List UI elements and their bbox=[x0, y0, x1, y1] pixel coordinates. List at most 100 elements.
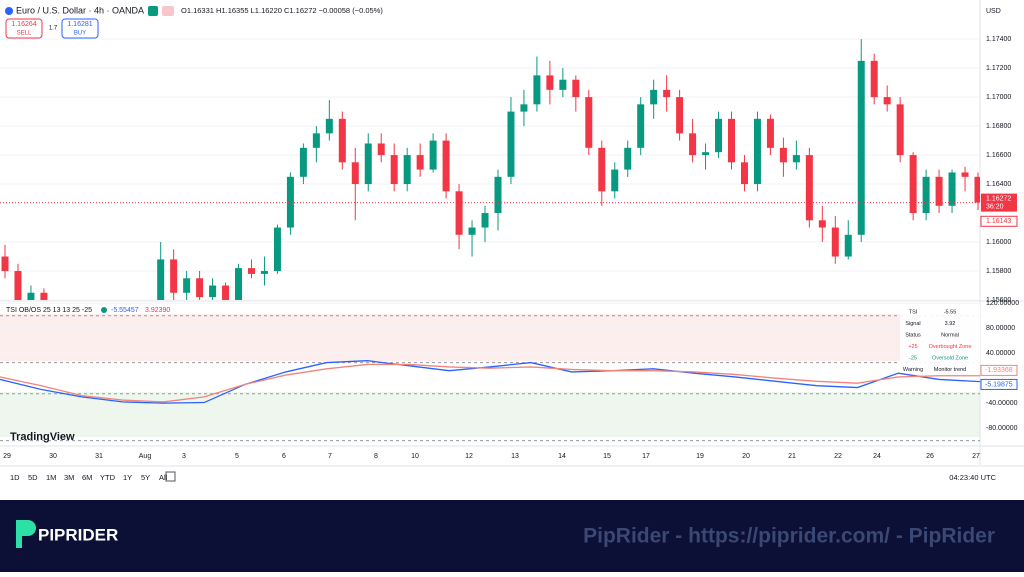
value-tag bbox=[980, 364, 1018, 376]
x-tick-label: 24 bbox=[873, 453, 881, 460]
candle-body bbox=[792, 155, 800, 163]
candle-body bbox=[40, 292, 48, 300]
x-tick-label: 27 bbox=[972, 453, 980, 460]
last-price: 1.16272 bbox=[986, 195, 1011, 202]
candle-body bbox=[416, 155, 424, 170]
watermark: TradingView bbox=[10, 431, 75, 443]
y-tick-label: 1.16000 bbox=[986, 239, 1011, 246]
table-cell: Oversold Zone bbox=[932, 355, 968, 361]
candle-body bbox=[766, 118, 774, 148]
candle-body bbox=[468, 227, 476, 235]
candle-body bbox=[14, 271, 22, 300]
range-button[interactable]: 1D bbox=[10, 473, 20, 482]
range-button[interactable]: 1M bbox=[46, 473, 56, 482]
y-tick-label: 80.00000 bbox=[986, 325, 1015, 332]
date-range-icon[interactable] bbox=[165, 471, 176, 482]
candle-body bbox=[364, 143, 372, 185]
range-button[interactable]: 1Y bbox=[123, 473, 132, 482]
candle-body bbox=[325, 118, 333, 134]
candle-body bbox=[170, 259, 178, 293]
banner-caption: PipRider - https://piprider.com/ - PipRi… bbox=[583, 525, 995, 548]
candle-body bbox=[312, 133, 320, 148]
indicator-line bbox=[0, 363, 980, 403]
indicator-line bbox=[0, 360, 980, 404]
candle-body bbox=[974, 176, 980, 203]
candle-body bbox=[922, 176, 930, 214]
candle-body bbox=[299, 147, 307, 177]
y-tick-label: 1.15800 bbox=[986, 268, 1011, 275]
table-cell: -5.55 bbox=[944, 309, 957, 315]
y-tick-label: 1.17000 bbox=[986, 94, 1011, 101]
buy-price: 1.16281 bbox=[67, 21, 92, 28]
candle-body bbox=[442, 140, 450, 192]
candle-body bbox=[533, 75, 541, 105]
candle-body bbox=[1, 256, 9, 272]
candle-body bbox=[663, 89, 671, 98]
symbol: Euro / U.S. Dollar · 4h · OANDA bbox=[16, 5, 144, 15]
candle-body bbox=[650, 89, 658, 105]
spread: 1.7 bbox=[49, 26, 58, 32]
candle-body bbox=[520, 104, 528, 112]
candle-body bbox=[844, 234, 852, 257]
status-table bbox=[900, 305, 980, 373]
candle-body bbox=[546, 75, 554, 90]
candle-body bbox=[728, 118, 736, 163]
candle-body bbox=[883, 97, 891, 105]
x-tick-label: 8 bbox=[374, 453, 378, 460]
candle-body bbox=[818, 220, 826, 228]
value-tag-label: -1.93368 bbox=[985, 367, 1013, 374]
prev-price-tag bbox=[980, 215, 1018, 227]
candle-body bbox=[27, 292, 35, 300]
ohlc: O1.16331 H1.16355 L1.16220 C1.16272 −0.0… bbox=[181, 6, 383, 15]
last-price-tag bbox=[981, 193, 1017, 212]
candle-body bbox=[896, 104, 904, 156]
range-button[interactable]: 3M bbox=[64, 473, 74, 482]
range-button[interactable]: 6M bbox=[82, 473, 92, 482]
table-cell: Normal bbox=[941, 332, 959, 338]
oversold-zone bbox=[0, 392, 980, 437]
indicator-icon bbox=[101, 307, 107, 313]
y-tick-label: 120.00000 bbox=[986, 300, 1019, 307]
x-tick-label: 15 bbox=[603, 453, 611, 460]
candle-body bbox=[403, 155, 411, 185]
logo-mark bbox=[16, 520, 36, 548]
buy-button[interactable] bbox=[61, 18, 99, 39]
y-tick-label: -80.00000 bbox=[986, 425, 1018, 432]
candle-body bbox=[338, 118, 346, 163]
candle-body bbox=[909, 155, 917, 214]
x-tick-label: 31 bbox=[95, 453, 103, 460]
x-tick-label: 21 bbox=[788, 453, 796, 460]
candle-body bbox=[598, 147, 606, 192]
y-tick-label: 1.16800 bbox=[986, 123, 1011, 130]
sell-price: 1.16264 bbox=[11, 21, 36, 28]
range-button[interactable]: 5Y bbox=[141, 473, 150, 482]
buy-label: BUY bbox=[74, 31, 86, 37]
x-tick-label: 26 bbox=[926, 453, 934, 460]
candle-body bbox=[494, 176, 502, 214]
value-tag bbox=[980, 378, 1018, 390]
x-tick-label: 12 bbox=[465, 453, 473, 460]
table-cell: TSI bbox=[909, 309, 918, 315]
sell-button[interactable] bbox=[5, 18, 43, 39]
x-tick-label: 13 bbox=[511, 453, 519, 460]
y-tick-label: 1.16400 bbox=[986, 181, 1011, 188]
range-button[interactable]: YTD bbox=[100, 473, 116, 482]
range-button[interactable]: All bbox=[159, 473, 168, 482]
currency: USD bbox=[986, 8, 1001, 15]
candle-body bbox=[390, 155, 398, 185]
x-tick-label: 10 bbox=[411, 453, 419, 460]
candle-body bbox=[831, 227, 839, 257]
candle-body bbox=[624, 147, 632, 170]
candle-body bbox=[209, 285, 217, 298]
candle-body bbox=[702, 152, 710, 156]
tsi-value: -5.55457 bbox=[111, 307, 139, 314]
table-cell: Monitor trend bbox=[934, 367, 966, 373]
symbol-icon bbox=[5, 7, 13, 15]
x-tick-label: Aug bbox=[139, 453, 152, 460]
overbought-zone bbox=[0, 314, 980, 361]
candle-body bbox=[247, 268, 255, 274]
y-tick-label: 1.17200 bbox=[986, 65, 1011, 72]
x-tick-label: 14 bbox=[558, 453, 566, 460]
banner bbox=[0, 500, 1024, 572]
range-button[interactable]: 5D bbox=[28, 473, 38, 482]
